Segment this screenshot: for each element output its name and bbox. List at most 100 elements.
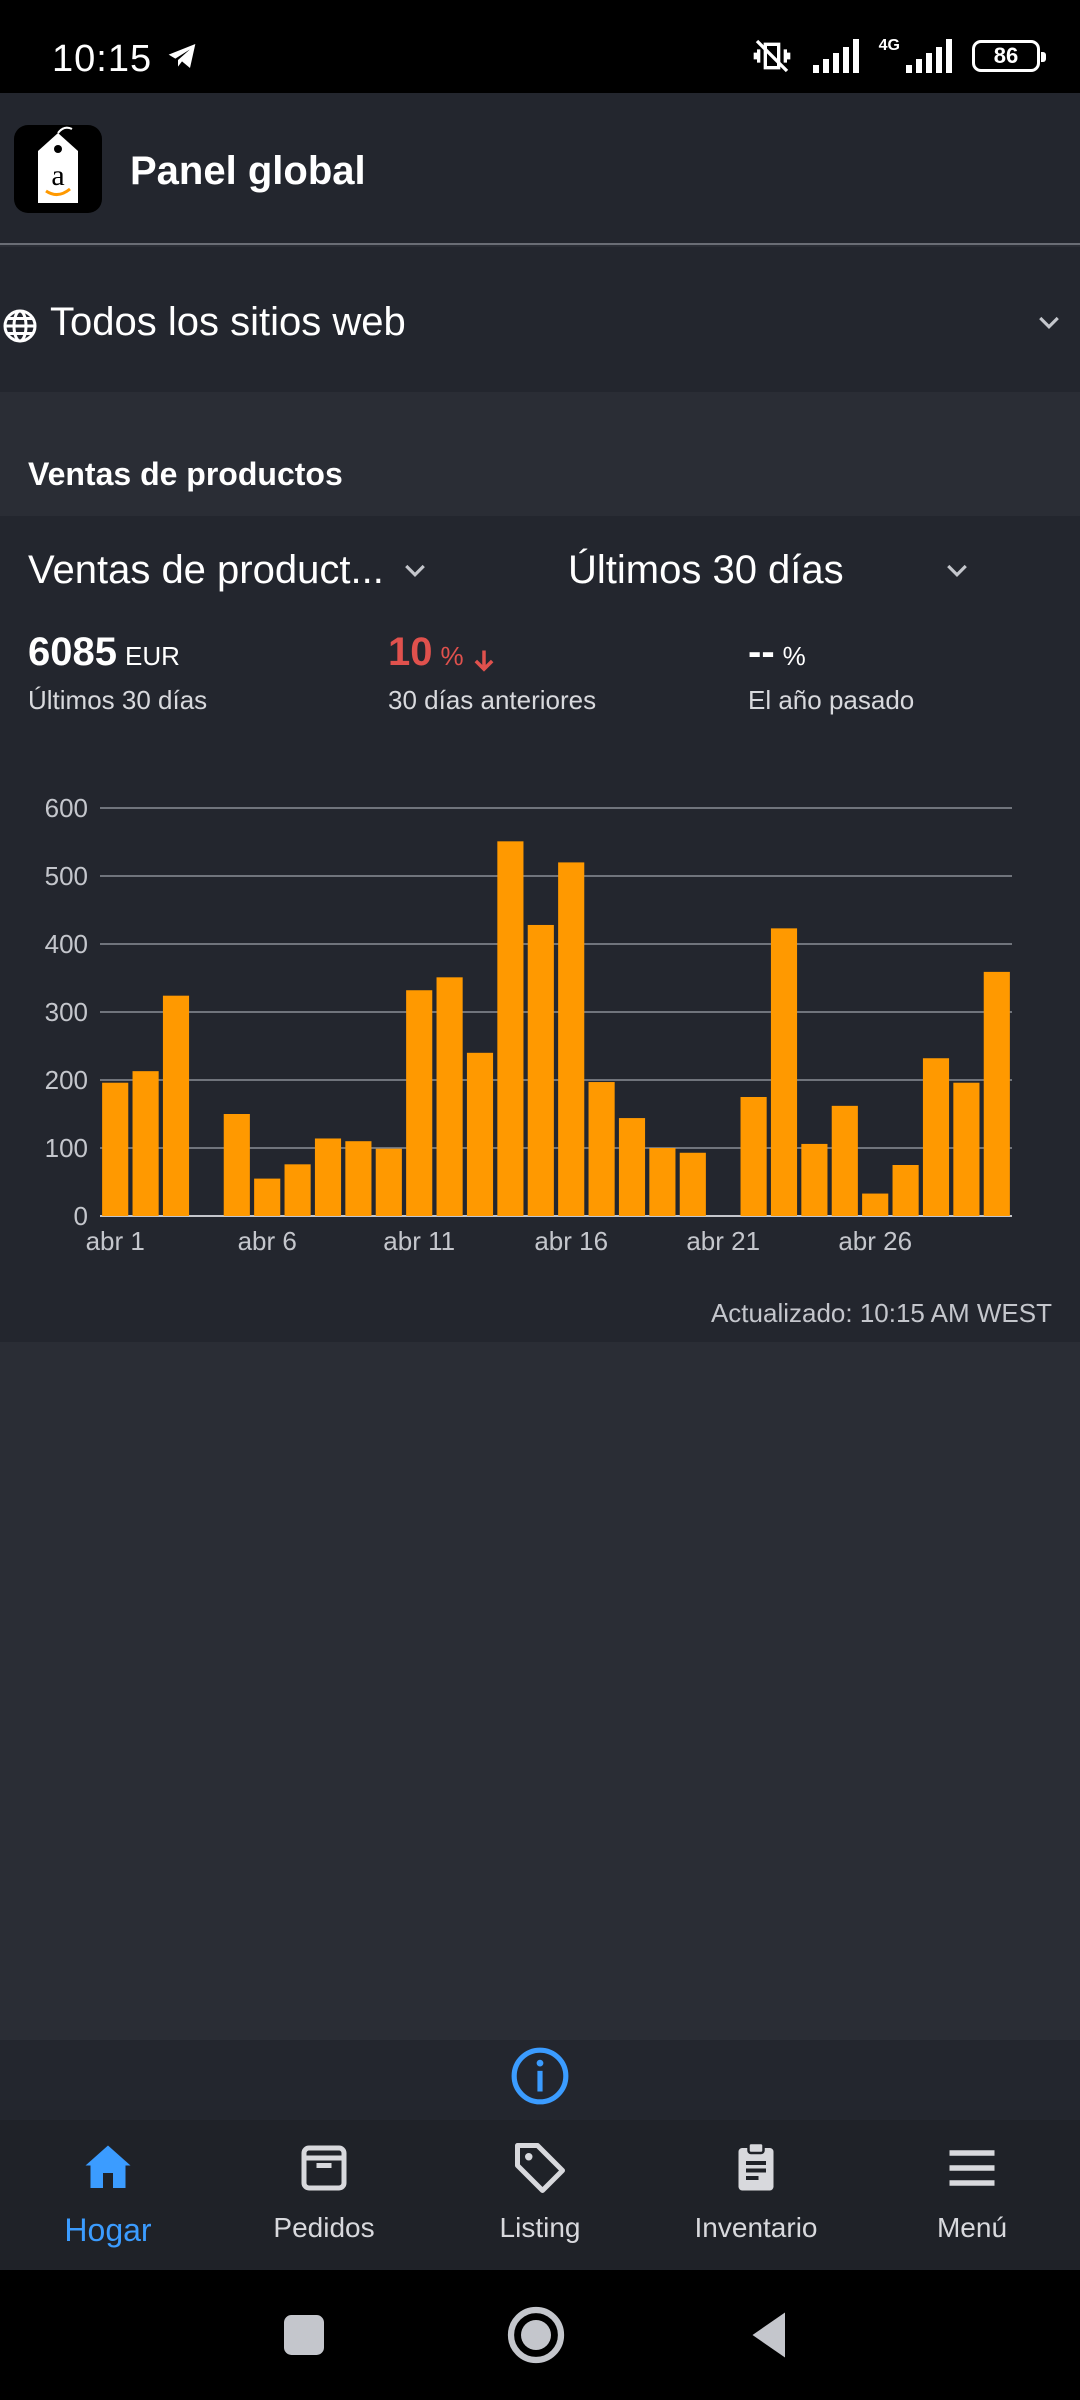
y-tick-label: 300: [45, 997, 88, 1027]
site-selector-label[interactable]: Todos los sitios web: [50, 300, 406, 344]
chart-bar: [862, 1193, 889, 1216]
nav-label: Pedidos: [273, 2212, 375, 2243]
metric-value: 10: [388, 630, 433, 674]
info-icon[interactable]: [509, 2045, 571, 2107]
globe-icon: [3, 309, 37, 343]
bottom-nav: Hogar Pedidos Listing Inventario Menú: [0, 2120, 1080, 2270]
chart-bar: [588, 1082, 615, 1216]
x-tick-label: abr 1: [86, 1226, 145, 1256]
chart-bar: [345, 1141, 372, 1216]
battery-level: 86: [993, 43, 1019, 68]
chevron-down-icon[interactable]: [1034, 308, 1064, 338]
nav-label: Listing: [499, 2212, 581, 2243]
chart-bar: [132, 1071, 159, 1216]
recents-button[interactable]: [274, 2305, 334, 2365]
section-header: [0, 392, 1080, 516]
chart-bar: [831, 1105, 858, 1216]
chart-bar: [406, 990, 433, 1216]
amazon-tag-logo: a: [38, 126, 78, 203]
chart-bar: [953, 1082, 980, 1216]
metric-label: Últimos 30 días: [28, 685, 208, 715]
tag-icon: [515, 2143, 565, 2193]
clipboard-icon: [738, 2141, 774, 2191]
x-tick-label: abr 6: [238, 1226, 297, 1256]
chevron-down-icon[interactable]: [400, 556, 430, 586]
mute-vibrate-icon: [753, 39, 790, 73]
status-icons: 4G 86: [749, 36, 1046, 76]
chart-bar: [740, 1097, 767, 1216]
updated-timestamp: Actualizado: 10:15 AM WEST: [710, 1298, 1052, 1328]
nav-label: Menú: [936, 2212, 1008, 2243]
telegram-icon: [168, 44, 196, 68]
metric-value: 6085: [28, 630, 117, 674]
page-title: Panel global: [130, 149, 366, 193]
nav-label: Inventario: [694, 2212, 818, 2243]
chart-bar: [983, 971, 1010, 1216]
nav-label: Hogar: [64, 2212, 152, 2248]
chart-bar: [284, 1164, 311, 1216]
home-button[interactable]: [506, 2305, 566, 2365]
nav-item-menu[interactable]: Menú: [864, 2120, 1080, 2270]
y-tick-label: 0: [74, 1201, 88, 1231]
arrow-down-icon: [474, 650, 494, 672]
metric-unit: EUR: [124, 641, 180, 671]
chart-bar: [497, 841, 524, 1216]
chart-bar: [618, 1118, 646, 1216]
chart-bar: [527, 924, 554, 1216]
y-tick-label: 100: [45, 1133, 88, 1163]
chart-bar: [223, 1114, 250, 1216]
period-dropdown[interactable]: Últimos 30 días: [568, 548, 844, 592]
network-type: 4G: [878, 37, 900, 54]
y-tick-label: 600: [45, 793, 88, 823]
battery-icon: 86: [972, 40, 1046, 72]
x-tick-label: abr 26: [838, 1226, 912, 1256]
x-tick-label: abr 16: [534, 1226, 608, 1256]
signal-icon-1: [812, 39, 859, 73]
chart-bar: [892, 1165, 919, 1216]
menu-icon: [949, 2150, 995, 2186]
metric-unit: %: [782, 641, 806, 671]
chart-bar: [558, 862, 585, 1216]
nav-item-inventory[interactable]: Inventario: [648, 2120, 864, 2270]
metric-current: 6085 EUR Últimos 30 días: [28, 630, 207, 716]
metric-last-year: --% El año pasado: [748, 630, 914, 716]
nav-item-listing[interactable]: Listing: [432, 2120, 648, 2270]
sales-bar-chart: 0 100 200 300 400 500 600 abr 1 abr 6 abr 11 abr 1…: [45, 793, 1012, 1256]
metric-previous: 10% 30 días anteriores: [388, 630, 596, 716]
status-time: 10:15: [52, 38, 153, 80]
section-title: Ventas de productos: [28, 456, 343, 492]
chart-bar: [254, 1178, 281, 1216]
y-tick-label: 500: [45, 861, 88, 891]
box-icon: [301, 2145, 347, 2191]
chart-bar: [375, 1148, 402, 1216]
chart-bar: [314, 1138, 342, 1216]
chart-bar: [436, 977, 463, 1216]
metric-label: 30 días anteriores: [388, 685, 597, 715]
svg-text:a: a: [51, 159, 64, 192]
nav-item-orders[interactable]: Pedidos: [216, 2120, 432, 2270]
chart-bar: [102, 1082, 129, 1216]
signal-icon-2: [906, 39, 952, 73]
y-tick-label: 400: [45, 929, 88, 959]
back-button[interactable]: [740, 2305, 800, 2365]
chart-bar: [679, 1152, 706, 1216]
chart-bar: [770, 928, 798, 1216]
app-header: a Panel global: [0, 93, 1080, 245]
y-tick-label: 200: [45, 1065, 88, 1095]
nav-item-home[interactable]: Hogar: [0, 2120, 216, 2270]
chart-bar: [162, 995, 190, 1216]
chart-bar: [649, 1148, 676, 1216]
site-selector[interactable]: [0, 247, 1080, 392]
metric-dropdown[interactable]: Ventas de product...: [28, 548, 384, 592]
x-tick-label: abr 21: [686, 1226, 760, 1256]
x-tick-label: abr 11: [383, 1226, 455, 1256]
metric-value: --: [748, 630, 775, 674]
home-icon: [85, 2145, 131, 2188]
chart-bar: [801, 1143, 828, 1216]
metric-unit: %: [440, 641, 464, 671]
chart-bar: [922, 1058, 950, 1216]
metric-label: El año pasado: [748, 685, 915, 715]
chevron-down-icon[interactable]: [942, 556, 972, 586]
chart-bar: [466, 1052, 494, 1216]
status-bar: [0, 0, 1080, 93]
